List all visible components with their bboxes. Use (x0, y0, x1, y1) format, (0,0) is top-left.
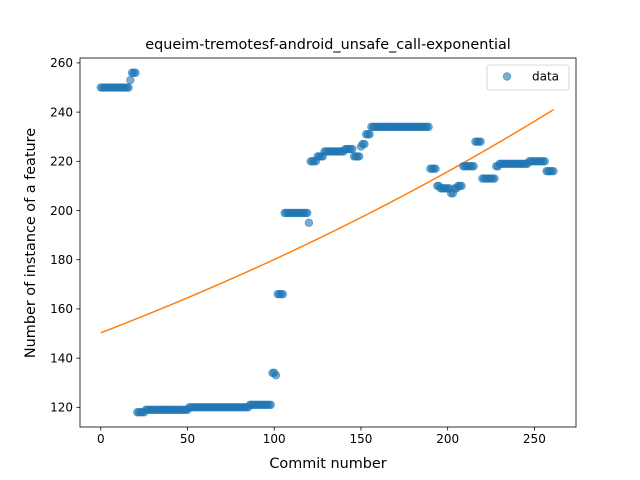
x-tick-label: 0 (97, 432, 105, 446)
data-point (124, 83, 133, 92)
x-tick-label: 250 (523, 432, 546, 446)
data-point (348, 144, 357, 154)
data-point (365, 130, 374, 139)
x-axis: 0 50 100 150 200 250 (97, 427, 546, 446)
x-axis-label: Commit number (269, 456, 386, 472)
data-point (549, 166, 558, 176)
data-point (278, 289, 288, 299)
y-tick-label: 120 (50, 401, 73, 415)
fit-line (100, 109, 554, 334)
plot-area (79, 57, 577, 428)
y-axis-label: Number of instance of a feature (23, 128, 39, 358)
x-tick-label: 50 (180, 432, 195, 446)
y-tick-label: 220 (50, 155, 73, 169)
data-point (540, 157, 549, 166)
legend: data (486, 64, 570, 91)
data-point (469, 162, 478, 171)
fit-line-layer (100, 109, 554, 334)
y-tick-label: 200 (50, 204, 73, 218)
data-points-layer (96, 68, 558, 417)
data-point (431, 164, 440, 173)
x-tick-label: 150 (349, 432, 372, 446)
data-point (457, 181, 466, 191)
y-tick-label: 160 (50, 302, 73, 316)
y-tick-label: 240 (50, 105, 73, 119)
data-point (131, 68, 140, 77)
chart-title: equeim-tremotesf-android_unsafe_call-exp… (145, 37, 511, 53)
plot-frame (79, 57, 577, 428)
data-point (476, 137, 485, 146)
data-point (360, 139, 369, 149)
legend-label: data (532, 70, 559, 84)
data-point (355, 152, 364, 161)
x-tick-label: 100 (263, 432, 286, 446)
y-tick-label: 180 (50, 253, 73, 267)
data-point (271, 371, 281, 380)
data-point (304, 218, 314, 228)
x-tick-label: 200 (436, 432, 459, 446)
data-point (126, 75, 135, 85)
y-tick-label: 260 (50, 56, 73, 70)
data-point (302, 208, 312, 218)
data-point (424, 122, 433, 132)
data-point (266, 400, 275, 410)
y-axis: 120 140 160 180 200 220 240 260 (50, 56, 80, 415)
y-tick-label: 140 (50, 351, 73, 365)
legend-box (486, 64, 570, 91)
data-point (490, 174, 499, 183)
legend-marker (502, 72, 512, 81)
